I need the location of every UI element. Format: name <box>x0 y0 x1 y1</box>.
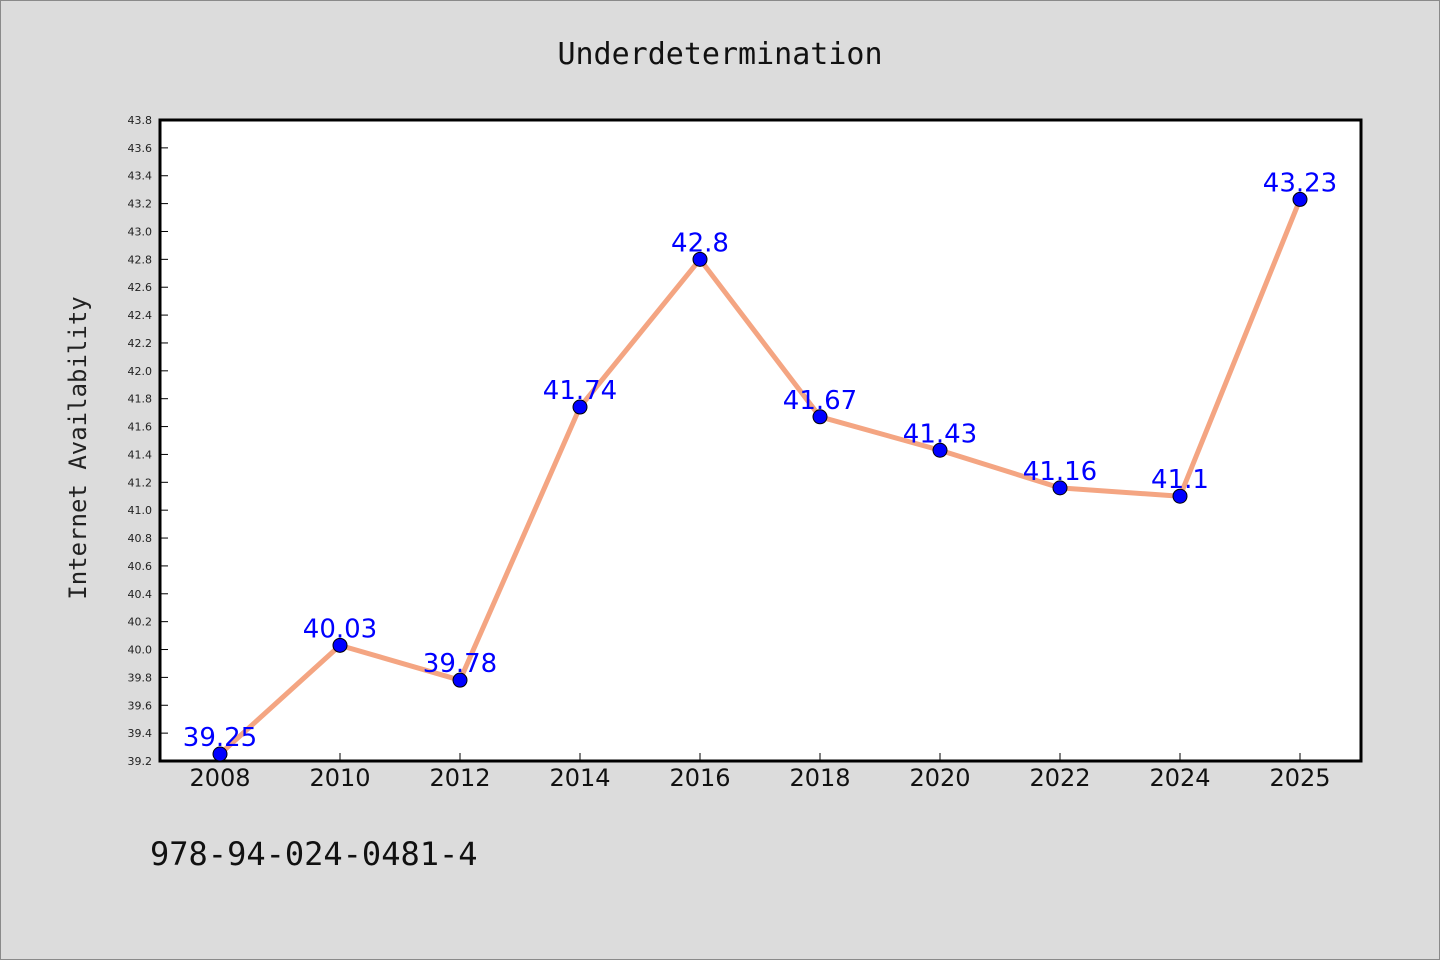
series-layer <box>212 191 1308 762</box>
y-axis-ticks: 39.2 39.4 39.6 39.8 40.0 40.2 40.4 40.6 40.8 41.0… <box>128 114 168 768</box>
y-tick-label: 41.2 <box>128 476 153 489</box>
y-tick-label: 39.8 <box>128 671 153 684</box>
data-label: 43.23 <box>1263 168 1337 198</box>
x-tick-label: 2010 <box>309 764 370 792</box>
y-tick-label: 42.8 <box>128 253 153 266</box>
isbn-label: 978-94-024-0481-4 <box>150 835 478 873</box>
y-axis-label: Internet Availability <box>64 296 92 599</box>
data-label: 41.43 <box>903 419 977 449</box>
data-point <box>1172 488 1188 504</box>
y-tick-label: 42.4 <box>128 309 153 322</box>
data-label: 42.8 <box>671 228 729 258</box>
x-tick-label: 2020 <box>909 764 970 792</box>
data-label: 41.16 <box>1023 457 1097 487</box>
x-tick-label: 2025 <box>1269 764 1330 792</box>
x-tick-label: 2008 <box>189 764 250 792</box>
y-tick-label: 43.6 <box>128 142 153 155</box>
x-tick-label: 2024 <box>1149 764 1210 792</box>
y-tick-label: 43.8 <box>128 114 153 127</box>
data-label: 41.74 <box>543 376 617 406</box>
x-tick-label: 2012 <box>429 764 490 792</box>
y-tick-label: 42.6 <box>128 281 153 294</box>
y-tick-label: 40.8 <box>128 532 153 545</box>
x-tick-label: 2016 <box>669 764 730 792</box>
x-tick-label: 2014 <box>549 764 610 792</box>
y-tick-label: 39.6 <box>128 699 153 712</box>
y-tick-label: 40.0 <box>128 644 153 657</box>
data-label: 40.03 <box>303 614 377 644</box>
chart-title: Underdetermination <box>557 37 882 72</box>
data-point <box>1292 191 1308 207</box>
y-tick-label: 41.6 <box>128 421 153 434</box>
y-tick-label: 43.0 <box>128 225 153 238</box>
y-tick-label: 39.2 <box>128 755 153 768</box>
data-point <box>332 637 348 653</box>
y-tick-label: 41.0 <box>128 504 153 517</box>
data-point <box>1052 480 1068 496</box>
x-tick-label: 2018 <box>789 764 850 792</box>
y-tick-label: 42.2 <box>128 337 153 350</box>
y-tick-label: 40.4 <box>128 588 153 601</box>
plot-area <box>158 118 1363 763</box>
data-label: 41.1 <box>1151 465 1209 495</box>
data-label: 41.67 <box>783 386 857 416</box>
y-tick-label: 43.2 <box>128 198 153 211</box>
data-label: 39.25 <box>183 723 257 753</box>
y-tick-label: 43.4 <box>128 170 153 183</box>
y-tick-label: 39.4 <box>128 727 153 740</box>
series-line <box>217 196 1303 757</box>
data-point <box>812 409 828 425</box>
data-point <box>572 399 588 415</box>
x-axis-ticks: 2008 2010 2012 2014 2016 2018 2020 2022 2024 2025 <box>189 753 1331 792</box>
y-tick-label: 42.0 <box>128 365 153 378</box>
y-tick-label: 41.4 <box>128 448 153 461</box>
data-point <box>452 672 468 688</box>
data-point <box>212 746 228 762</box>
x-tick-label: 2022 <box>1029 764 1090 792</box>
data-label: 39.78 <box>423 649 497 679</box>
y-tick-label: 40.6 <box>128 560 153 573</box>
data-point <box>692 251 708 267</box>
data-point <box>932 442 948 458</box>
y-tick-label: 40.2 <box>128 616 153 629</box>
y-tick-label: 41.8 <box>128 393 153 406</box>
data-labels: 39.25 40.03 39.78 41.74 42.8 41.67 41.43 41.16 4… <box>183 168 1337 753</box>
